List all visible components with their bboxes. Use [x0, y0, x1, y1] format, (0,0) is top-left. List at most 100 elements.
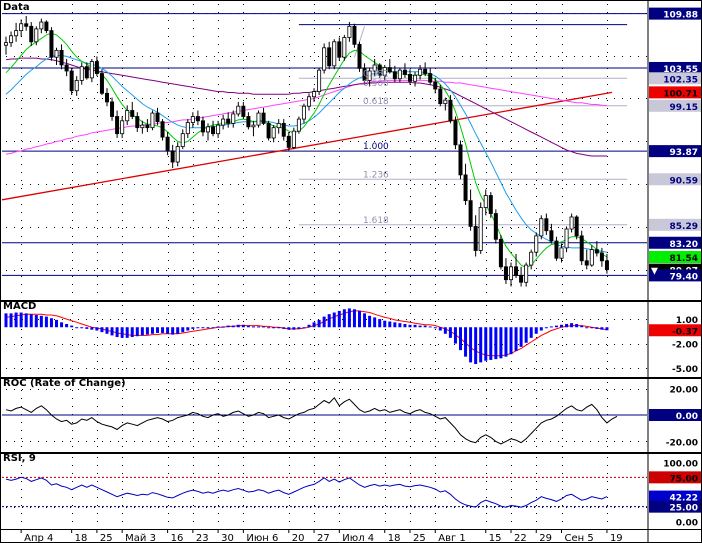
roc-grid-row [510, 441, 511, 442]
macd-grid-row [86, 368, 87, 369]
price-grid-row [486, 270, 487, 271]
macd-grid-col [289, 345, 290, 346]
roc-grid-row [22, 441, 23, 442]
macd-histogram-bar [24, 313, 28, 328]
price-grid-col [339, 196, 340, 197]
price-grid-col [289, 148, 290, 149]
candle-body [200, 120, 205, 133]
candle-body [221, 118, 226, 126]
price-grid-row [14, 56, 15, 57]
price-grid-row [286, 56, 287, 57]
roc-grid-col [243, 422, 244, 423]
price-grid-row [398, 270, 399, 271]
rsi-grid-col [385, 505, 386, 506]
macd-histogram-bar [120, 327, 124, 338]
roc-grid-col [410, 406, 411, 407]
macd-histogram-bar [575, 323, 579, 328]
price-grid-col [511, 44, 512, 45]
rsi-grid-col [168, 465, 169, 466]
rsi-grid-col [486, 457, 487, 458]
rsi-grid-col [536, 489, 537, 490]
rsi-grid-col [486, 465, 487, 466]
price-grid-row [86, 270, 87, 271]
rsi-grid-row [470, 507, 471, 508]
rsi-grid-col [486, 505, 487, 506]
price-grid-col [72, 252, 73, 253]
macd-histogram-bar [565, 323, 569, 328]
macd-grid-row [390, 368, 391, 369]
rsi-grid-col [243, 521, 244, 522]
price-grid-row [550, 270, 551, 271]
price-grid-col [97, 212, 98, 213]
rsi-grid-col [339, 513, 340, 514]
price-grid-row [118, 227, 119, 228]
price-grid-col [97, 84, 98, 85]
price-grid-row [190, 141, 191, 142]
candle-body [539, 218, 544, 237]
rsi-grid-row [422, 507, 423, 508]
macd-grid-col [97, 337, 98, 338]
price-grid-col [218, 60, 219, 61]
price-grid-col [435, 172, 436, 173]
price-grid-row [22, 98, 23, 99]
price-grid-col [289, 228, 290, 229]
price-grid-row [558, 56, 559, 57]
roc-grid-col [193, 382, 194, 383]
candle-body [468, 200, 473, 227]
price-grid-row [334, 227, 335, 228]
price-grid-row [430, 98, 431, 99]
roc-grid-row [62, 389, 63, 390]
price-grid-row [182, 227, 183, 228]
rsi-grid-col [21, 465, 22, 466]
roc-grid-row [638, 441, 639, 442]
price-grid-col [486, 284, 487, 285]
rsi-grid-row [590, 507, 591, 508]
macd-histogram-bar [236, 324, 240, 328]
macd-grid-row [558, 319, 559, 320]
rsi-grid-col [607, 513, 608, 514]
macd-grid-row [94, 368, 95, 369]
price-grid-col [97, 100, 98, 101]
price-grid-col [243, 276, 244, 277]
price-grid-row [566, 184, 567, 185]
macd-grid-row [30, 344, 31, 345]
price-grid-col [193, 284, 194, 285]
roc-grid-row [534, 389, 535, 390]
roc-grid-row [598, 389, 599, 390]
macd-grid-row [166, 344, 167, 345]
price-grid-col [314, 28, 315, 29]
macd-grid-row [54, 344, 55, 345]
price-axis-label: 90.59 [670, 176, 698, 186]
price-grid-col [339, 276, 340, 277]
price-grid-row [398, 141, 399, 142]
price-grid-col [193, 132, 194, 133]
roc-grid-row [502, 389, 503, 390]
roc-grid-col [314, 390, 315, 391]
price-grid-row [350, 184, 351, 185]
macd-grid-col [72, 329, 73, 330]
price-grid-col [21, 252, 22, 253]
price-grid-row [574, 141, 575, 142]
price-grid-row [278, 270, 279, 271]
price-grid-col [562, 180, 563, 181]
price-grid-col [122, 68, 123, 69]
roc-grid-row [438, 389, 439, 390]
price-grid-col [314, 76, 315, 77]
rsi-grid-col [536, 473, 537, 474]
macd-grid-row [566, 319, 567, 320]
price-grid-col [218, 108, 219, 109]
macd-histogram-bar [363, 313, 367, 328]
price-grid-col [168, 12, 169, 13]
price-grid-row [534, 56, 535, 57]
price-grid-row [86, 56, 87, 57]
roc-grid-col [218, 430, 219, 431]
price-grid-col [97, 124, 98, 125]
rsi-grid-col [97, 457, 98, 458]
rsi-grid-col [218, 521, 219, 522]
rsi-grid-col [193, 497, 194, 498]
candle-body [438, 88, 443, 105]
price-grid-col [562, 140, 563, 141]
price-grid-row [534, 98, 535, 99]
macd-grid-row [206, 368, 207, 369]
